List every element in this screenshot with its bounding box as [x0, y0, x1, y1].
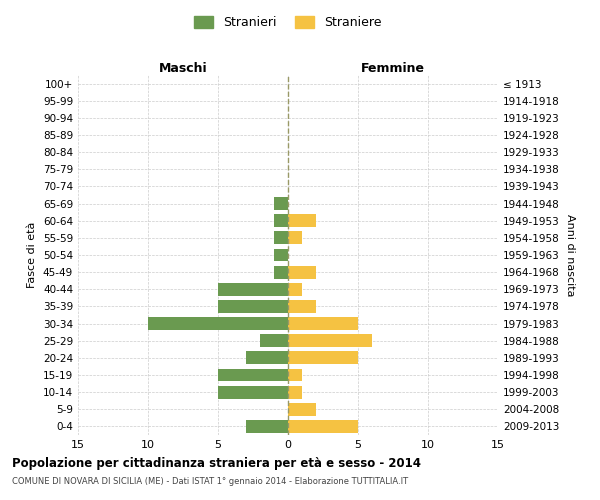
Bar [274, 232, 288, 244]
Bar [274, 248, 288, 262]
Bar [288, 232, 302, 244]
Bar [274, 197, 288, 210]
Bar [218, 300, 288, 313]
Bar [288, 420, 358, 433]
Bar [288, 300, 316, 313]
Bar [288, 386, 302, 398]
Bar [274, 214, 288, 227]
Bar [246, 352, 288, 364]
Bar [288, 317, 358, 330]
Y-axis label: Anni di nascita: Anni di nascita [565, 214, 575, 296]
Bar [260, 334, 288, 347]
Legend: Stranieri, Straniere: Stranieri, Straniere [190, 11, 386, 34]
Text: COMUNE DI NOVARA DI SICILIA (ME) - Dati ISTAT 1° gennaio 2014 - Elaborazione TUT: COMUNE DI NOVARA DI SICILIA (ME) - Dati … [12, 478, 408, 486]
Y-axis label: Fasce di età: Fasce di età [28, 222, 37, 288]
Bar [288, 352, 358, 364]
Bar [288, 266, 316, 278]
Bar [288, 403, 316, 415]
Bar [218, 368, 288, 382]
Bar [218, 283, 288, 296]
Bar [274, 266, 288, 278]
Bar [218, 386, 288, 398]
Bar [288, 283, 302, 296]
Bar [288, 334, 372, 347]
Text: Femmine: Femmine [361, 62, 425, 75]
Bar [288, 368, 302, 382]
Text: Maschi: Maschi [158, 62, 208, 75]
Bar [288, 214, 316, 227]
Bar [246, 420, 288, 433]
Text: Popolazione per cittadinanza straniera per età e sesso - 2014: Popolazione per cittadinanza straniera p… [12, 458, 421, 470]
Bar [148, 317, 288, 330]
